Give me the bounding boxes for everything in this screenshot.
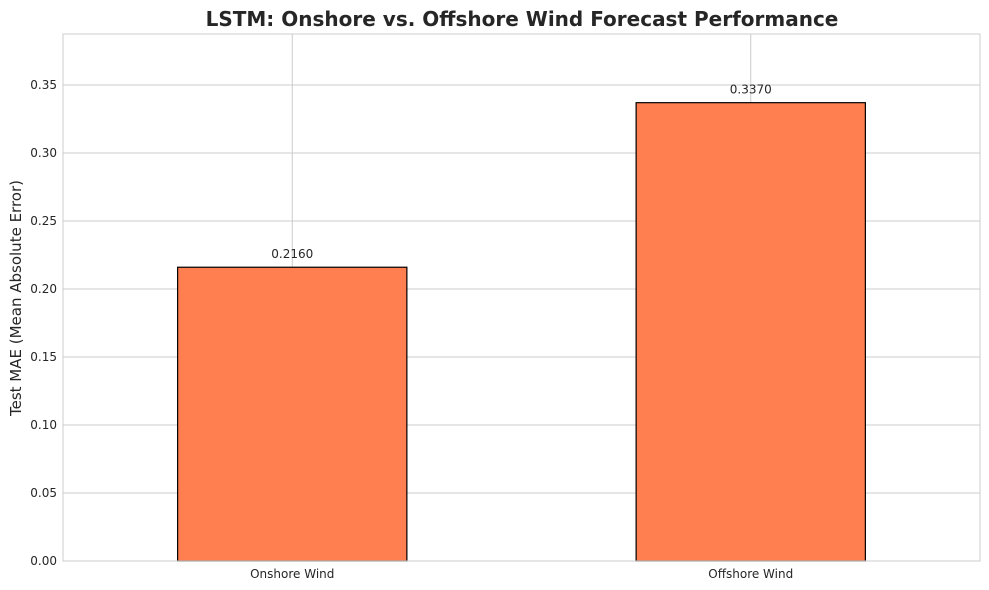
x-tick-label: Offshore Wind (708, 567, 793, 581)
y-tick-label: 0.25 (30, 214, 57, 228)
x-axis-ticks: Onshore Wind Offshore Wind (250, 567, 793, 581)
bars (177, 102, 866, 562)
y-tick-label: 0.30 (30, 146, 57, 160)
y-tick-label: 0.00 (30, 554, 57, 568)
bar-offshore-wind (635, 102, 866, 562)
bar-onshore-wind (177, 266, 408, 562)
y-tick-label: 0.10 (30, 418, 57, 432)
y-axis-label: Test MAE (Mean Absolute Error) (7, 180, 25, 417)
bar-value-label: 0.3370 (730, 83, 772, 97)
y-tick-label: 0.35 (30, 78, 57, 92)
x-tick-label: Onshore Wind (250, 567, 334, 581)
y-tick-label: 0.20 (30, 282, 57, 296)
y-axis-ticks: 0.00 0.05 0.10 0.15 0.20 0.25 0.30 0.35 (30, 78, 57, 568)
y-tick-label: 0.05 (30, 486, 57, 500)
y-tick-label: 0.15 (30, 350, 57, 364)
data-labels: 0.2160 0.3370 (271, 83, 772, 262)
bar-value-label: 0.2160 (271, 247, 313, 261)
plot-frame (62, 33, 981, 562)
chart-title: LSTM: Onshore vs. Offshore Wind Forecast… (206, 7, 839, 31)
